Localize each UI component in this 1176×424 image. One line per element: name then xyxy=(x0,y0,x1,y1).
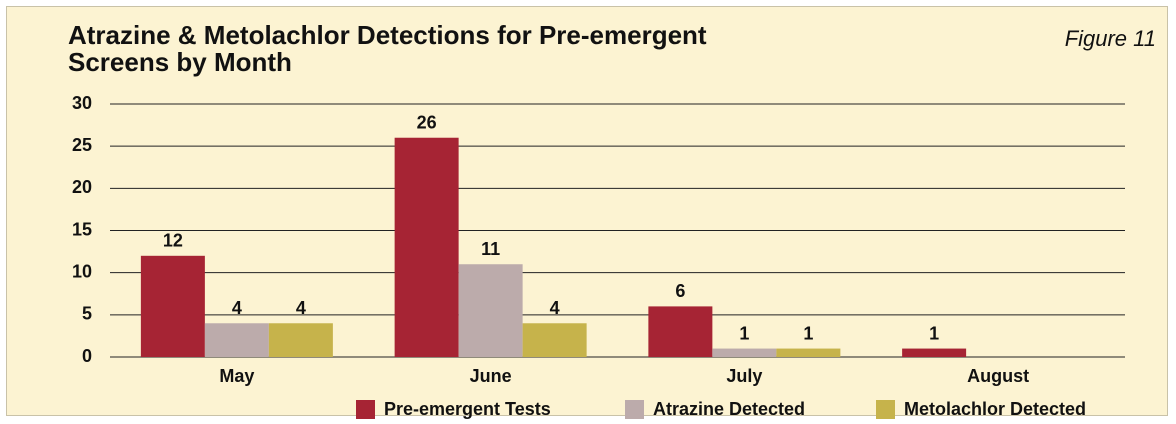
x-tick-label: July xyxy=(726,366,762,386)
bar xyxy=(394,137,459,357)
value-label: 6 xyxy=(675,281,685,301)
bar xyxy=(902,348,967,357)
chart-title: Atrazine & Metolachlor Detections for Pr… xyxy=(68,20,707,77)
bar xyxy=(648,306,713,357)
figure-label: Figure 11 xyxy=(1064,26,1156,51)
bar xyxy=(522,323,587,357)
y-tick-label: 20 xyxy=(72,177,92,197)
value-label: 4 xyxy=(296,298,306,318)
legend-swatch xyxy=(356,400,375,419)
legend-swatch xyxy=(625,400,644,419)
value-label: 26 xyxy=(417,112,437,132)
legend-label: Metolachlor Detected xyxy=(904,399,1086,419)
bar xyxy=(712,348,777,357)
bar xyxy=(458,264,523,357)
x-tick-label: June xyxy=(470,366,512,386)
value-label: 11 xyxy=(481,239,500,259)
x-tick-label: August xyxy=(967,366,1029,386)
bar xyxy=(268,323,333,357)
bar xyxy=(140,255,205,357)
x-tick-label: May xyxy=(219,366,254,386)
bar xyxy=(204,323,269,357)
legend-label: Pre-emergent Tests xyxy=(384,399,551,419)
value-label: 4 xyxy=(550,298,560,318)
value-label: 4 xyxy=(232,298,242,318)
legend-label: Atrazine Detected xyxy=(653,399,805,419)
y-tick-label: 5 xyxy=(82,304,92,324)
y-tick-label: 10 xyxy=(72,261,92,281)
value-label: 12 xyxy=(163,231,183,251)
legend-swatch xyxy=(876,400,895,419)
y-tick-label: 25 xyxy=(72,135,92,155)
value-label: 1 xyxy=(803,323,813,343)
y-tick-label: 30 xyxy=(72,93,92,113)
bar xyxy=(776,348,841,357)
value-label: 1 xyxy=(929,323,939,343)
y-tick-label: 0 xyxy=(82,346,92,366)
y-tick-label: 15 xyxy=(72,219,92,239)
value-label: 1 xyxy=(739,323,749,343)
